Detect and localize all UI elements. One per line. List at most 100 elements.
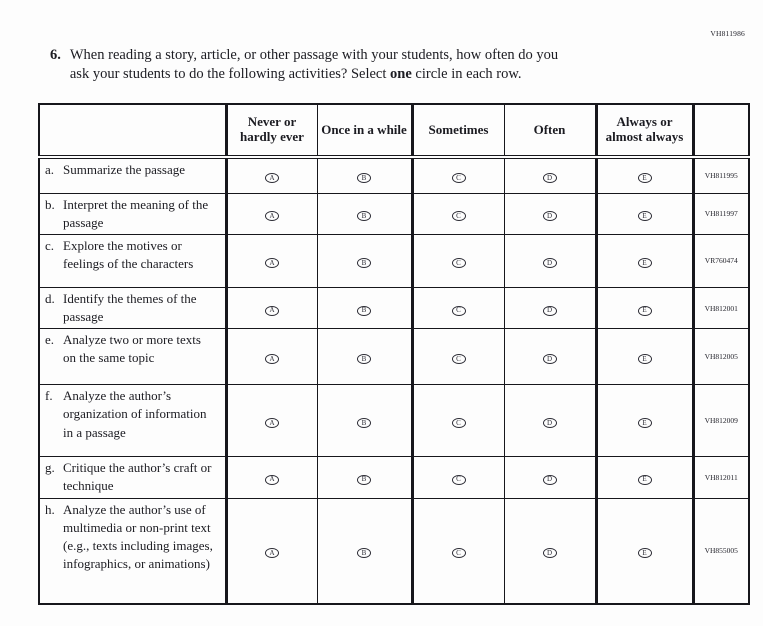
option-bubble-e[interactable]: E xyxy=(637,211,652,222)
bubble-cell: E xyxy=(595,286,695,330)
question-block: 6. When reading a story, article, or oth… xyxy=(50,46,558,84)
form-id-code: VH811986 xyxy=(710,29,745,38)
option-bubble-c[interactable]: C xyxy=(451,173,466,184)
table-row-h: h. Analyze the author’s use of multimedia… xyxy=(38,497,750,605)
option-bubble-e[interactable]: E xyxy=(637,173,652,184)
option-bubble-e[interactable]: E xyxy=(637,354,652,365)
header-sometimes: Sometimes xyxy=(411,103,505,159)
bubble-cell: B xyxy=(316,156,414,194)
question-text: When reading a story, article, or other … xyxy=(70,46,558,84)
option-bubble-c[interactable]: C xyxy=(451,474,466,485)
option-bubble-e[interactable]: E xyxy=(637,474,652,485)
option-bubble-b[interactable]: B xyxy=(357,548,371,559)
question-number: 6. xyxy=(50,47,61,63)
bubble-cell: B xyxy=(316,233,414,288)
option-bubble-c[interactable]: C xyxy=(451,258,466,269)
bubble-cell: A xyxy=(225,328,318,386)
option-bubble-a[interactable]: A xyxy=(265,418,279,429)
option-bubble-d[interactable]: D xyxy=(542,211,557,222)
bubble-cell: E xyxy=(595,497,695,605)
option-bubble-d[interactable]: D xyxy=(542,305,557,316)
activity-label: d. Identify the themes of the passage xyxy=(38,286,228,330)
table-row-b: b. Interpret the meaning of the passage A… xyxy=(38,192,750,235)
question-line1: When reading a story, article, or other … xyxy=(69,47,559,63)
header-never: Never or hardly ever xyxy=(225,103,318,159)
option-bubble-a[interactable]: A xyxy=(265,211,279,222)
bubble-cell: A xyxy=(225,192,318,235)
option-bubble-a[interactable]: A xyxy=(265,474,279,485)
option-bubble-b[interactable]: B xyxy=(357,305,371,316)
option-bubble-a[interactable]: A xyxy=(265,354,279,365)
bubble-cell: D xyxy=(503,192,598,235)
item-code: VH811995 xyxy=(692,156,750,194)
bubble-cell: E xyxy=(595,192,695,235)
bold-one: one xyxy=(390,66,412,82)
option-bubble-e[interactable]: E xyxy=(637,418,652,429)
table-row-a: a. Summarize the passage A B C D E VH8119… xyxy=(38,156,750,194)
option-bubble-c[interactable]: C xyxy=(451,418,466,429)
bubble-cell: B xyxy=(316,497,414,605)
option-bubble-d[interactable]: D xyxy=(542,354,557,365)
activity-label: g. Critique the author’s craft or techniq… xyxy=(38,456,228,499)
option-bubble-b[interactable]: B xyxy=(357,258,371,269)
option-bubble-b[interactable]: B xyxy=(357,173,371,184)
bubble-cell: E xyxy=(595,156,695,194)
bubble-cell: C xyxy=(411,233,505,288)
bubble-cell: E xyxy=(595,233,695,288)
option-bubble-a[interactable]: A xyxy=(265,548,279,559)
option-bubble-c[interactable]: C xyxy=(451,548,466,559)
option-bubble-e[interactable]: E xyxy=(637,258,652,269)
bubble-cell: C xyxy=(411,328,505,386)
option-bubble-a[interactable]: A xyxy=(265,258,279,269)
option-bubble-b[interactable]: B xyxy=(357,211,371,222)
bubble-cell: C xyxy=(411,384,505,458)
bubble-cell: A xyxy=(225,497,318,605)
option-bubble-a[interactable]: A xyxy=(265,305,279,316)
option-bubble-e[interactable]: E xyxy=(637,548,652,559)
table-row-d: d. Identify the themes of the passage A B… xyxy=(38,286,750,330)
option-bubble-e[interactable]: E xyxy=(637,305,652,316)
question-line2: ask your students to do the following ac… xyxy=(69,66,522,82)
option-bubble-a[interactable]: A xyxy=(265,173,279,184)
option-bubble-d[interactable]: D xyxy=(542,258,557,269)
option-bubble-d[interactable]: D xyxy=(542,474,557,485)
bubble-cell: E xyxy=(595,456,695,499)
bubble-cell: C xyxy=(411,497,505,605)
option-bubble-c[interactable]: C xyxy=(451,305,466,316)
option-bubble-c[interactable]: C xyxy=(451,354,466,365)
bubble-cell: D xyxy=(503,456,598,499)
bubble-cell: B xyxy=(316,192,414,235)
option-bubble-b[interactable]: B xyxy=(357,474,371,485)
table-row-g: g. Critique the author’s craft or techniq… xyxy=(38,456,750,499)
bubble-cell: D xyxy=(503,233,598,288)
bubble-cell: E xyxy=(595,328,695,386)
activity-label: c. Explore the motives or feelings of the… xyxy=(38,233,228,288)
table-row-f: f. Analyze the author’s organization of i… xyxy=(38,384,750,458)
bubble-cell: C xyxy=(411,192,505,235)
table-row-c: c. Explore the motives or feelings of the… xyxy=(38,233,750,288)
bubble-cell: B xyxy=(316,286,414,330)
header-empty xyxy=(38,103,228,159)
bubble-cell: B xyxy=(316,328,414,386)
item-code: VH812011 xyxy=(692,456,750,499)
item-code: VH812009 xyxy=(692,384,750,458)
bubble-cell: A xyxy=(225,456,318,499)
header-row: Never or hardly ever Once in a while Som… xyxy=(38,103,750,159)
bubble-cell: C xyxy=(411,456,505,499)
option-bubble-c[interactable]: C xyxy=(451,211,466,222)
option-bubble-d[interactable]: D xyxy=(542,418,557,429)
option-bubble-b[interactable]: B xyxy=(357,418,371,429)
item-code: VH812001 xyxy=(692,286,750,330)
bubble-cell: D xyxy=(503,384,598,458)
item-code: VR760474 xyxy=(692,233,750,288)
bubble-cell: A xyxy=(225,384,318,458)
bubble-cell: A xyxy=(225,233,318,288)
option-bubble-b[interactable]: B xyxy=(357,354,371,365)
option-bubble-d[interactable]: D xyxy=(542,548,557,559)
item-code: VH812005 xyxy=(692,328,750,386)
bubble-cell: D xyxy=(503,497,598,605)
bubble-cell: A xyxy=(225,286,318,330)
option-bubble-d[interactable]: D xyxy=(542,173,557,184)
header-once: Once in a while xyxy=(316,103,414,159)
bubble-cell: B xyxy=(316,456,414,499)
